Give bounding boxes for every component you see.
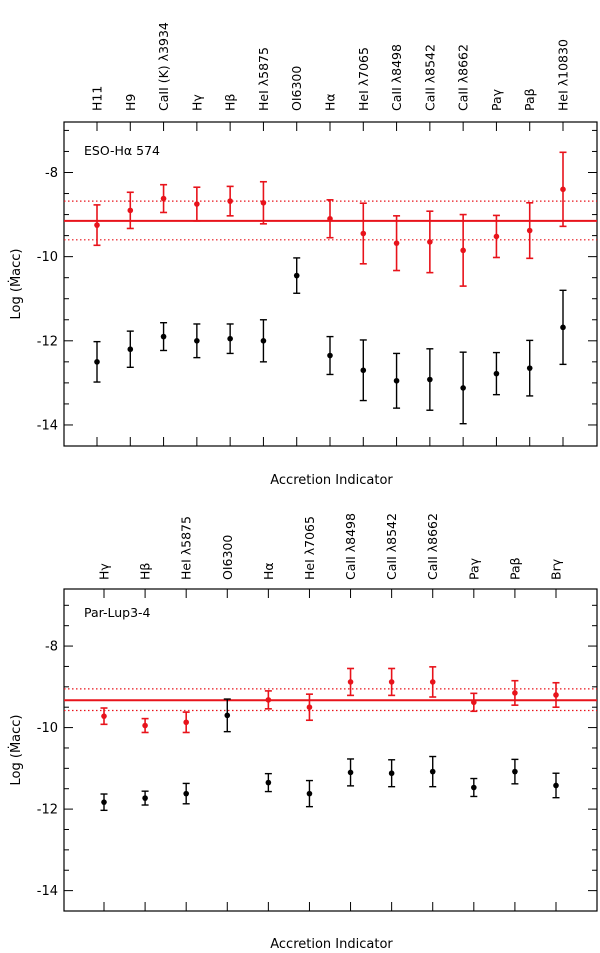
y-tick-label: -12 bbox=[37, 803, 58, 818]
data-point bbox=[429, 679, 436, 685]
data-point bbox=[493, 370, 500, 377]
y-tick-label: -12 bbox=[37, 334, 58, 349]
data-point bbox=[227, 198, 233, 204]
data-point bbox=[306, 704, 313, 711]
data-point bbox=[388, 770, 395, 777]
data-point bbox=[265, 779, 272, 786]
category-label: OI6300 bbox=[220, 535, 235, 580]
category-label: H9 bbox=[123, 94, 138, 111]
y-tick-label: -10 bbox=[37, 721, 58, 736]
category-label: CaII λ8542 bbox=[422, 44, 437, 111]
data-point bbox=[512, 768, 518, 775]
category-label: CaII λ8498 bbox=[389, 44, 404, 111]
data-point bbox=[460, 247, 466, 254]
category-label: CaII (K) λ3934 bbox=[156, 22, 171, 111]
data-point bbox=[227, 335, 233, 342]
data-point bbox=[94, 222, 100, 228]
data-point bbox=[101, 713, 107, 719]
data-point bbox=[142, 722, 148, 729]
category-label: HeI λ5875 bbox=[256, 47, 271, 111]
data-point bbox=[160, 195, 167, 202]
category-label: Brγ bbox=[549, 558, 564, 580]
data-point bbox=[194, 338, 200, 344]
x-axis-label: Accretion Indicator bbox=[270, 937, 393, 952]
data-point bbox=[265, 697, 272, 703]
data-point bbox=[560, 186, 566, 193]
data-point bbox=[360, 367, 367, 374]
data-point bbox=[260, 338, 267, 344]
data-point bbox=[388, 679, 395, 685]
data-point bbox=[512, 690, 518, 696]
data-point bbox=[526, 227, 533, 234]
category-label: Paβ bbox=[507, 557, 522, 580]
data-point bbox=[493, 233, 500, 240]
data-point bbox=[560, 324, 566, 331]
category-label: Paβ bbox=[522, 88, 537, 111]
data-point bbox=[393, 377, 400, 384]
data-point bbox=[360, 230, 367, 237]
category-label: HeI λ7065 bbox=[302, 516, 317, 580]
category-label: CaII λ8498 bbox=[343, 513, 358, 580]
y-tick-label: -8 bbox=[45, 640, 58, 655]
panel-title: ESO-Hα 574 bbox=[84, 143, 160, 158]
data-point bbox=[471, 699, 477, 706]
data-point bbox=[347, 679, 354, 685]
category-label: Hγ bbox=[97, 563, 112, 580]
category-label: H11 bbox=[90, 86, 105, 111]
category-label: Paγ bbox=[489, 88, 504, 111]
category-label: Hβ bbox=[223, 94, 238, 111]
data-point bbox=[224, 712, 231, 719]
y-tick-label: -10 bbox=[37, 250, 58, 265]
plot-frame bbox=[63, 588, 598, 912]
category-label: OI6300 bbox=[289, 66, 304, 111]
data-point bbox=[94, 359, 100, 365]
category-label: HeI λ7065 bbox=[356, 47, 371, 111]
y-axis-label: Log (Ṁacc) bbox=[8, 715, 24, 786]
data-point bbox=[526, 365, 533, 371]
panel-title: Par-Lup3-4 bbox=[84, 605, 151, 620]
data-point bbox=[429, 768, 436, 775]
data-point bbox=[194, 201, 200, 207]
data-point bbox=[127, 207, 134, 214]
data-point bbox=[101, 799, 107, 805]
category-label: Hα bbox=[261, 562, 276, 580]
data-point bbox=[183, 790, 189, 797]
data-point bbox=[127, 346, 134, 353]
data-point bbox=[427, 376, 433, 383]
x-axis-label: Accretion Indicator bbox=[270, 473, 393, 488]
category-label: CaII λ8542 bbox=[384, 513, 399, 580]
data-point bbox=[460, 385, 466, 391]
data-point bbox=[427, 239, 433, 245]
data-point bbox=[306, 790, 313, 797]
category-label: Hγ bbox=[189, 94, 204, 111]
category-label: Paγ bbox=[466, 557, 481, 580]
category-label: CaII λ8662 bbox=[425, 513, 440, 580]
data-point bbox=[183, 719, 189, 726]
data-point bbox=[327, 215, 333, 222]
category-label: HeI λ5875 bbox=[179, 516, 194, 580]
y-axis-label: Log (Ṁacc) bbox=[8, 249, 24, 320]
data-point bbox=[553, 692, 559, 698]
y-tick-label: -8 bbox=[45, 166, 58, 181]
category-label: CaII λ8662 bbox=[456, 44, 471, 111]
data-point bbox=[142, 795, 148, 801]
category-label: Hβ bbox=[138, 563, 153, 580]
plot-frame bbox=[63, 121, 598, 447]
y-tick-label: -14 bbox=[37, 418, 58, 433]
data-point bbox=[160, 333, 167, 340]
category-label: HeI λ10830 bbox=[556, 39, 571, 111]
data-point bbox=[393, 240, 400, 246]
data-point bbox=[553, 782, 559, 789]
category-label: Hα bbox=[323, 93, 338, 111]
data-point bbox=[260, 199, 267, 206]
data-point bbox=[347, 769, 354, 776]
data-point bbox=[327, 352, 333, 359]
data-point bbox=[471, 784, 477, 791]
data-point bbox=[293, 272, 300, 279]
y-tick-label: -14 bbox=[37, 884, 58, 899]
